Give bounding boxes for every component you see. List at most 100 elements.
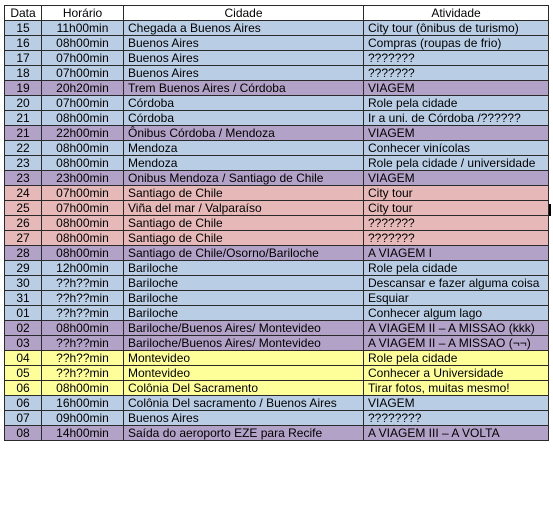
cell-data: 21 (4, 110, 42, 126)
cell-text-segment: Ir a uni. de Córdoba /?????? (368, 111, 521, 125)
cell-text-segment: Conhecer a Universidade (368, 366, 504, 380)
cell-text-segment: Bariloche (128, 321, 179, 335)
cell-text-segment: Buenos Aires (128, 66, 199, 80)
table-row: 22 08h00min Mendoza Conhecer vinícolas (4, 140, 549, 156)
cell-text-segment: Role pela cidade (368, 96, 458, 110)
cell-text-segment: City tour (ônibus de turismo) (368, 21, 519, 35)
cell-text-segment: Bariloche (128, 276, 179, 290)
cell-atividade: Role pela cidade / universidade (363, 155, 549, 171)
cell-atividade: VIAGEM (363, 170, 549, 186)
cell-cidade: Mendoza (123, 155, 364, 171)
cell-text-segment: Role pela cidade (368, 261, 458, 275)
cell-atividade: City tour (ônibus de turismo) (363, 20, 549, 36)
cell-text-segment: Colônia Del Sacramento (128, 381, 259, 395)
table-row: 05 ??h??min Montevideo Conhecer a Universid… (4, 365, 549, 381)
table-row: 07 09h00min Buenos Aires???????? (4, 410, 549, 426)
table-row: 23 23h00min Onibus Mendoza / Santiago de C… (4, 170, 549, 186)
cell-data: 08 (4, 425, 42, 441)
cell-text-segment: Córdoba (128, 111, 175, 125)
cell-text-segment: Bariloche (128, 306, 179, 320)
cell-data: 06 (4, 380, 42, 396)
cell-text-segment: Montevideo (128, 366, 191, 380)
cell-text-segment: Chegada a Buenos Aires (128, 21, 261, 35)
cell-data: 05 (4, 365, 42, 381)
cell-text-segment: Conhecer algum lago (368, 306, 483, 320)
table-row: 31 ??h??min Bariloche Esquiar (4, 290, 549, 306)
cell-atividade: A VIAGEM II – A MISSAO (kkk) (363, 320, 549, 336)
cell-text-segment: Descansar e fazer alguma coisa (368, 276, 540, 290)
cell-cidade: Buenos Aires (123, 35, 364, 51)
cell-data: 06 (4, 395, 42, 411)
cell-text-segment: Buenos Aires (128, 51, 199, 65)
cell-cidade: Onibus Mendoza / Santiago de Chile (123, 170, 364, 186)
table-row: 01 ??h??min Bariloche Conhecer algum lago (4, 305, 549, 321)
cell-cidade: Bariloche (123, 305, 364, 321)
cell-text-segment: Mendoza (169, 171, 219, 185)
cell-atividade: ??????? (363, 215, 549, 231)
cell-text-segment: Santiago de Chile/ (128, 246, 227, 260)
cell-text-segment: Colônia Del sacramento / Buenos Aires (128, 396, 337, 410)
cell-cidade: Bariloche (123, 275, 364, 291)
cell-text-segment: ??h??min (56, 351, 109, 365)
cell-atividade: ??????? (363, 65, 549, 81)
cell-text-segment: Santiago de Chile (128, 231, 223, 245)
table-row: 25 07h00min Viña del mar / Valparaíso City … (4, 200, 549, 216)
cell-atividade: Conhecer vinícolas (363, 140, 549, 156)
cell-atividade: City tour (363, 200, 549, 216)
cell-data: 07 (4, 410, 42, 426)
cell-horario: 12h00min (41, 260, 124, 276)
cell-horario: 07h00min (41, 200, 124, 216)
cell-data: 04 (4, 350, 42, 366)
itinerary-table: Data Horário Cidade Atividade 15 11h00min… (4, 5, 549, 441)
table-row: 15 11h00min Chegada a Buenos Aires City tou… (4, 20, 549, 36)
cell-text-segment: Valparaíso (205, 201, 262, 215)
cell-cidade: Córdoba (123, 95, 364, 111)
table-row: 21 22h00min Ônibus Córdoba / Mendoza VIAGEM (4, 125, 549, 141)
cell-cidade: Saída do aeroporto EZE para Recife (123, 425, 364, 441)
cell-atividade: ??????? (363, 230, 549, 246)
cell-text-segment: (¬¬) (505, 336, 531, 350)
cell-cidade: Colônia Del Sacramento (123, 380, 364, 396)
cell-atividade: A VIAGEM II – A MISSAO (¬¬) (363, 335, 549, 351)
cell-data: 24 (4, 185, 42, 201)
table-row: 20 07h00min Córdoba Role pela cidade (4, 95, 549, 111)
table-row: 06 08h00min Colônia Del Sacramento Tirar fo… (4, 380, 549, 396)
cell-cidade: Ônibus Córdoba / Mendoza (123, 125, 364, 141)
cell-horario: ??h??min (41, 305, 124, 321)
table-row: 29 12h00min Bariloche Role pela cidade (4, 260, 549, 276)
cell-cidade: Montevideo (123, 365, 364, 381)
cell-horario: 07h00min (41, 65, 124, 81)
cell-data: 20 (4, 95, 42, 111)
cell-text-segment: Tirar fotos, muitas mesmo! (368, 381, 510, 395)
table-row: 28 08h00min Santiago de Chile/Osorno/Baril… (4, 245, 549, 261)
cell-data: 27 (4, 230, 42, 246)
cell-horario: ??h??min (41, 350, 124, 366)
cell-text-segment: Córdoba (128, 96, 175, 110)
header-row: Data Horário Cidade Atividade (4, 5, 549, 21)
cell-text-segment: A VIAGEM II – A MISSAO (368, 321, 506, 335)
cell-text-segment: Buenos Aires (128, 411, 199, 425)
cell-horario: 08h00min (41, 35, 124, 51)
table-row: 26 08h00min Santiago de Chile??????? (4, 215, 549, 231)
text-cursor-marker (549, 204, 551, 216)
cell-text-segment: Saída do aeroporto EZE para Recife (128, 426, 323, 440)
cell-text-segment: Ônibus Córdoba / (128, 126, 226, 140)
cell-atividade: VIAGEM (363, 395, 549, 411)
cell-data: 28 (4, 245, 42, 261)
cell-text-segment: Bariloche (128, 261, 179, 275)
cell-atividade: City tour (363, 185, 549, 201)
cell-cidade: Buenos Aires (123, 410, 364, 426)
cell-text-segment: /Buenos Aires/ (178, 336, 259, 350)
table-body: 15 11h00min Chegada a Buenos Aires City tou… (4, 20, 549, 441)
cell-cidade: Bariloche (123, 260, 364, 276)
cell-horario: 14h00min (41, 425, 124, 441)
cell-text-segment: ???????? (368, 411, 422, 425)
cell-text-segment: Esquiar (368, 291, 409, 305)
cell-text-segment: ??h??min (56, 366, 109, 380)
cell-horario: 16h00min (41, 395, 124, 411)
cell-cidade: Santiago de Chile/Osorno/Bariloche (123, 245, 364, 261)
table-row: 30 ??h??min Bariloche Descansar e fazer alg… (4, 275, 549, 291)
cell-horario: 08h00min (41, 245, 124, 261)
cell-horario: ??h??min (41, 365, 124, 381)
cell-data: 15 (4, 20, 42, 36)
